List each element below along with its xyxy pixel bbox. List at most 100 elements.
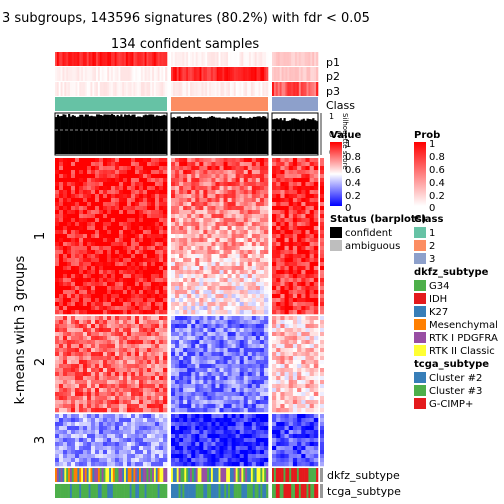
heatmap-cell <box>276 170 281 175</box>
heatmap-cell <box>199 286 204 291</box>
heatmap-cell <box>292 302 298 307</box>
heatmap-cell <box>127 254 132 259</box>
heatmap-cell <box>179 426 184 431</box>
heatmap-cell <box>305 336 310 341</box>
prob-cell <box>122 82 125 96</box>
heatmap-cell <box>151 392 156 397</box>
heatmap-cell <box>95 376 100 381</box>
heatmap-cell <box>255 324 261 329</box>
prob-cell <box>264 52 267 66</box>
heatmap-cell <box>67 214 72 219</box>
heatmap-cell <box>263 388 269 393</box>
heatmap-cell <box>263 250 269 255</box>
heatmap-cell <box>292 396 298 401</box>
heatmap-cell <box>179 306 184 311</box>
heatmap-cell <box>280 356 285 361</box>
prob-cell <box>129 67 132 81</box>
heatmap-cell <box>175 186 180 191</box>
heatmap-cell <box>179 162 184 167</box>
heatmap-cell <box>143 282 148 287</box>
heatmap-cell <box>143 206 148 211</box>
silhouette-bar <box>218 117 221 154</box>
prob-cell <box>58 82 61 96</box>
prob-cell <box>304 67 307 81</box>
heatmap-cell <box>75 254 80 259</box>
heatmap-cell <box>235 198 241 203</box>
heatmap-cell <box>67 210 72 215</box>
prob-cell <box>287 52 290 66</box>
heatmap-cell <box>175 174 180 179</box>
silhouette-bar <box>83 116 86 154</box>
heatmap-cell <box>139 174 144 179</box>
heatmap-cell <box>263 274 269 279</box>
heatmap-cell <box>272 396 277 401</box>
heatmap-cell <box>103 258 108 263</box>
prob-cell <box>163 52 166 66</box>
heatmap-cell <box>175 380 180 385</box>
heatmap-cell <box>123 162 128 167</box>
heatmap-cell <box>103 218 108 223</box>
heatmap-cell <box>95 298 100 303</box>
prob-cell <box>197 52 200 66</box>
heatmap-cell <box>259 230 265 235</box>
heatmap-row-strip <box>320 206 324 211</box>
heatmap-cell <box>59 190 64 195</box>
heatmap-cell <box>263 422 269 427</box>
heatmap-cell <box>171 194 176 199</box>
heatmap-cell <box>127 270 132 275</box>
heatmap-cell <box>155 250 160 255</box>
heatmap-cell <box>195 214 200 219</box>
heatmap-cell <box>83 242 88 247</box>
heatmap-cell <box>95 166 100 171</box>
heatmap-cell <box>247 158 253 163</box>
heatmap-cell <box>276 306 281 311</box>
silhouette-bar <box>233 117 236 154</box>
heatmap-cell <box>95 320 100 325</box>
heatmap-cell <box>239 316 245 321</box>
heatmap-cell <box>99 282 104 287</box>
heatmap-cell <box>87 206 92 211</box>
heatmap-cell <box>284 294 290 299</box>
heatmap-cell <box>139 270 144 275</box>
heatmap-cell <box>247 162 253 167</box>
heatmap-cell <box>75 258 80 263</box>
heatmap-cell <box>255 392 261 397</box>
heatmap-cell <box>175 170 180 175</box>
heatmap-cell <box>63 336 68 341</box>
heatmap-cell <box>91 340 96 345</box>
heatmap-cell <box>147 246 152 251</box>
heatmap-row-strip <box>320 306 324 311</box>
heatmap-cell <box>159 336 164 341</box>
heatmap-cell <box>67 364 72 369</box>
heatmap-cell <box>272 158 277 163</box>
heatmap-cell <box>115 328 120 333</box>
prob-cell <box>295 52 298 66</box>
heatmap-cell <box>55 328 60 333</box>
heatmap-cell <box>272 364 277 369</box>
heatmap-cell <box>247 262 253 267</box>
heatmap-cell <box>207 230 212 235</box>
heatmap-cell <box>235 194 241 199</box>
heatmap-cell <box>313 418 319 423</box>
heatmap-cell <box>191 332 196 337</box>
heatmap-cell <box>227 430 232 435</box>
heatmap-cell <box>99 426 104 431</box>
heatmap-cell <box>111 414 116 419</box>
heatmap-cell <box>284 388 290 393</box>
heatmap-row-strip <box>320 392 324 397</box>
heatmap-cell <box>219 340 224 345</box>
heatmap-cell <box>103 298 108 303</box>
heatmap-cell <box>91 166 96 171</box>
heatmap-cell <box>147 286 152 291</box>
heatmap-cell <box>123 282 128 287</box>
heatmap-cell <box>284 316 290 321</box>
heatmap-cell <box>292 174 298 179</box>
heatmap-cell <box>95 238 100 243</box>
heatmap-cell <box>305 242 310 247</box>
heatmap-cell <box>95 246 100 251</box>
heatmap-cell <box>263 178 269 183</box>
heatmap-cell <box>107 250 112 255</box>
heatmap-cell <box>91 306 96 311</box>
heatmap-cell <box>223 306 228 311</box>
heatmap-cell <box>127 408 132 413</box>
